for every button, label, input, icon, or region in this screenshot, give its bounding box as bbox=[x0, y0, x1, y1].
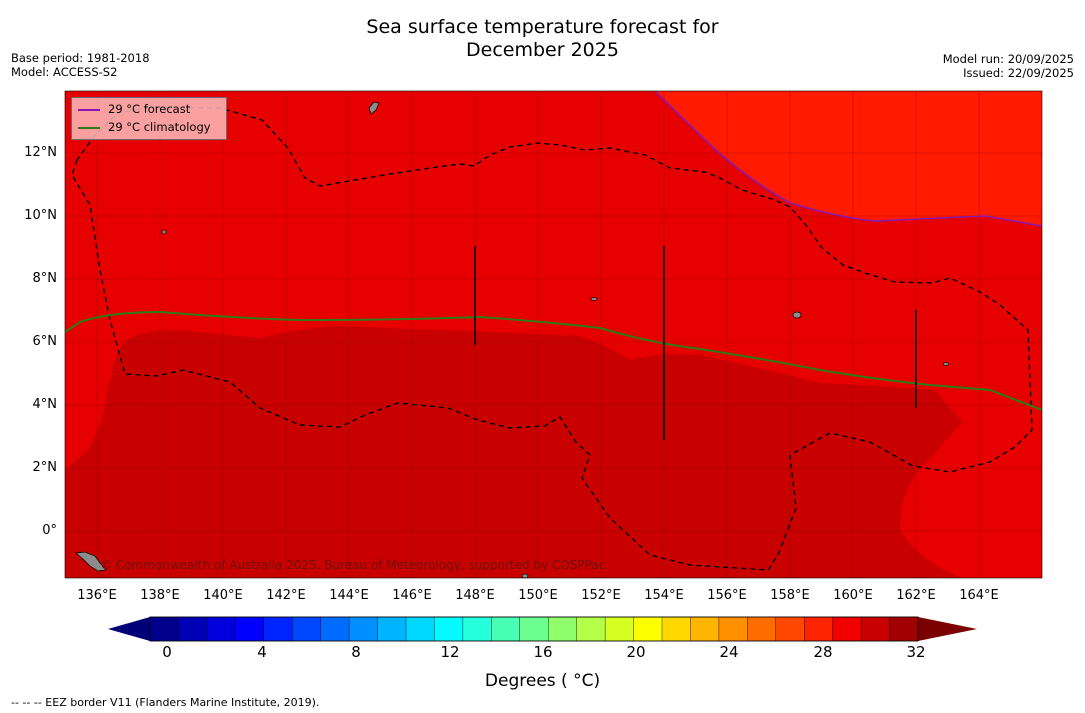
colorbar-cell bbox=[149, 616, 179, 642]
colorbar-cell bbox=[548, 616, 578, 642]
lon-label-140e: 140°E bbox=[203, 588, 243, 603]
lat-label-0: 0° bbox=[42, 523, 57, 538]
sst-band-27-28 bbox=[655, 91, 1042, 226]
map-legend: 29 °C forecast 29 °C climatology bbox=[71, 97, 227, 140]
legend-forecast-row: 29 °C forecast bbox=[78, 102, 190, 116]
legend-climatology-row: 29 °C climatology bbox=[78, 120, 211, 134]
model-run: Model run: 20/09/2025 bbox=[942, 52, 1074, 66]
lon-label-164e: 164°E bbox=[959, 588, 999, 603]
map-frame bbox=[64, 90, 1043, 579]
legend-forecast-swatch bbox=[78, 108, 100, 111]
grid-lines bbox=[65, 91, 1042, 578]
colorbar-tick-28: 28 bbox=[813, 643, 833, 661]
colorbar-cell bbox=[661, 616, 691, 642]
map-title-line-2: December 2025 bbox=[466, 39, 619, 61]
colorbar-cell bbox=[832, 616, 862, 642]
lat-label-12n: 12°N bbox=[24, 145, 57, 160]
lon-label-152e: 152°E bbox=[581, 588, 621, 603]
lon-label-156e: 156°E bbox=[707, 588, 747, 603]
lon-label-146e: 146°E bbox=[392, 588, 432, 603]
colorbar-overflow-arrow bbox=[918, 617, 977, 641]
map-plot-area bbox=[65, 91, 1042, 578]
colorbar-title: Degrees ( °C) bbox=[484, 671, 601, 691]
colorbar-cell bbox=[804, 616, 834, 642]
colorbar-cell bbox=[747, 616, 777, 642]
island-north bbox=[368, 101, 380, 115]
lon-label-154e: 154°E bbox=[644, 588, 684, 603]
colorbar-cell bbox=[405, 616, 435, 642]
colorbar-cell bbox=[491, 616, 521, 642]
sst-band-29-30 bbox=[65, 326, 962, 578]
lon-label-160e: 160°E bbox=[833, 588, 873, 603]
lat-label-6n: 6°N bbox=[32, 334, 58, 349]
island-south bbox=[521, 573, 529, 578]
eez-footnote: -- -- -- EEZ border V11 (Flanders Marine… bbox=[11, 696, 320, 709]
colorbar-tick-12: 12 bbox=[440, 643, 460, 661]
legend-climatology-label: 29 °C climatology bbox=[108, 120, 211, 134]
issued-date: Issued: 22/09/2025 bbox=[963, 66, 1074, 80]
lat-label-10n: 10°N bbox=[24, 208, 57, 223]
islands bbox=[75, 101, 949, 578]
colorbar-cells bbox=[149, 616, 919, 642]
colorbar-tick-16: 16 bbox=[533, 643, 553, 661]
colorbar-cell bbox=[519, 616, 549, 642]
lon-label-142e: 142°E bbox=[266, 588, 306, 603]
colorbar-tick-0: 0 bbox=[162, 643, 172, 661]
island-southwest bbox=[75, 551, 107, 572]
copyright-notice: © Commonwealth of Australia 2025, Bureau… bbox=[100, 558, 606, 572]
lon-label-138e: 138°E bbox=[140, 588, 180, 603]
lat-label-2n: 2°N bbox=[32, 460, 58, 475]
colorbar-cell bbox=[718, 616, 748, 642]
meridian-markers bbox=[474, 246, 917, 440]
island-central bbox=[590, 297, 598, 301]
legend-forecast-label: 29 °C forecast bbox=[108, 102, 191, 116]
colorbar-cell bbox=[263, 616, 293, 642]
legend-climatology-swatch bbox=[78, 126, 100, 129]
colorbar-tick-4: 4 bbox=[257, 643, 267, 661]
colorbar-cell bbox=[775, 616, 805, 642]
colorbar-cell bbox=[320, 616, 350, 642]
island-far-east bbox=[943, 362, 949, 366]
colorbar-cell bbox=[377, 616, 407, 642]
island-east bbox=[792, 311, 802, 319]
forecast-29c-contour bbox=[654, 91, 1042, 227]
colorbar-tick-24: 24 bbox=[719, 643, 739, 661]
colorbar-cell bbox=[889, 616, 919, 642]
lon-label-150e: 150°E bbox=[518, 588, 558, 603]
island-west bbox=[161, 229, 167, 235]
lon-label-162e: 162°E bbox=[896, 588, 936, 603]
colorbar-cell bbox=[178, 616, 208, 642]
colorbar-frame bbox=[149, 616, 919, 642]
colorbar-cell bbox=[690, 616, 720, 642]
lon-label-148e: 148°E bbox=[455, 588, 495, 603]
model-name: Model: ACCESS-S2 bbox=[11, 65, 118, 79]
colorbar-tick-32: 32 bbox=[906, 643, 926, 661]
base-period: Base period: 1981-2018 bbox=[11, 51, 150, 65]
colorbar-cell bbox=[633, 616, 663, 642]
colorbar-cell bbox=[576, 616, 606, 642]
lat-label-8n: 8°N bbox=[32, 271, 58, 286]
lon-label-144e: 144°E bbox=[329, 588, 369, 603]
colorbar-cell bbox=[860, 616, 891, 642]
colorbar-cell bbox=[434, 616, 464, 642]
colorbar-cell bbox=[348, 616, 379, 642]
climatology-29c-contour bbox=[65, 310, 1042, 411]
lat-label-4n: 4°N bbox=[32, 397, 58, 412]
colorbar-cell bbox=[604, 616, 635, 642]
colorbar-tick-20: 20 bbox=[626, 643, 646, 661]
meta-left: Base period: 1981-2018 Model: ACCESS-S2 bbox=[11, 51, 150, 79]
map-title-line-1: Sea surface temperature forecast for bbox=[366, 16, 719, 38]
lon-label-158e: 158°E bbox=[770, 588, 810, 603]
colorbar-cell bbox=[292, 616, 322, 642]
lon-label-136e: 136°E bbox=[77, 588, 117, 603]
colorbar-cell bbox=[235, 616, 265, 642]
eez-border bbox=[71, 106, 1033, 571]
colorbar-underflow-arrow bbox=[108, 617, 150, 641]
colorbar bbox=[108, 616, 977, 642]
colorbar-cell bbox=[206, 616, 236, 642]
colorbar-cell bbox=[462, 616, 492, 642]
colorbar-tick-8: 8 bbox=[351, 643, 361, 661]
meta-right: Model run: 20/09/2025 Issued: 22/09/2025 bbox=[943, 52, 1074, 80]
